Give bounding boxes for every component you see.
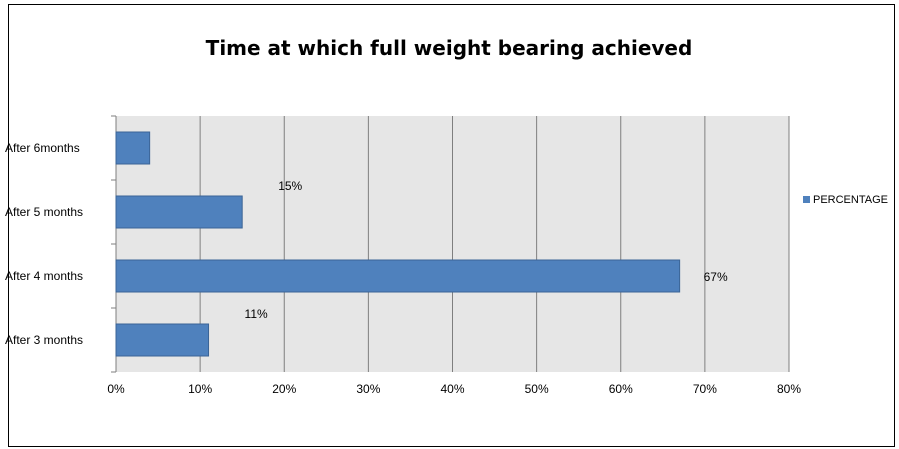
data-label: 15% <box>278 179 302 193</box>
category-label: After 3 months <box>5 333 83 347</box>
legend-swatch <box>803 196 810 203</box>
legend-label: PERCENTAGE <box>813 194 888 206</box>
x-tick-label: 80% <box>777 382 801 396</box>
data-label: 11% <box>245 307 268 321</box>
bar <box>115 259 681 293</box>
plot-area: 0% 10% 20% 30% 40% 50% 60% 70% 80% After 3 months… <box>5 115 801 396</box>
category-label: After 6months <box>5 141 80 155</box>
x-tick-label: 40% <box>440 382 464 396</box>
x-tick-label: 70% <box>693 382 717 396</box>
category-label: After 4 months <box>5 269 83 283</box>
x-tick-label: 0% <box>107 382 125 396</box>
chart-title: Time at which full weight bearing achiev… <box>206 36 693 60</box>
category-label: After 5 months <box>5 205 83 219</box>
bar <box>115 131 151 165</box>
bar <box>115 195 243 229</box>
x-tick-label: 20% <box>272 382 296 396</box>
x-tick-label: 30% <box>356 382 380 396</box>
x-tick-label: 50% <box>525 382 549 396</box>
data-label: 67% <box>704 270 728 284</box>
bar <box>115 323 210 357</box>
legend: PERCENTAGE <box>803 194 888 206</box>
x-tick-label: 10% <box>188 382 212 396</box>
x-tick-label: 60% <box>609 382 633 396</box>
